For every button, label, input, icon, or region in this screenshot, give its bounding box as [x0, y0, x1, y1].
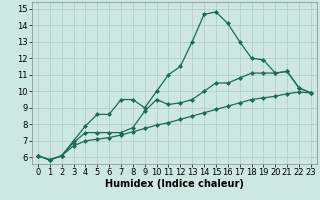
X-axis label: Humidex (Indice chaleur): Humidex (Indice chaleur)	[105, 179, 244, 189]
